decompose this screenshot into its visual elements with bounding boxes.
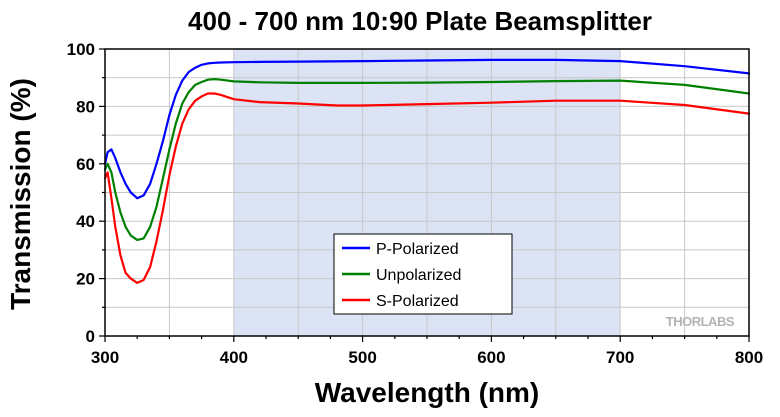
x-tick-label: 700 (606, 348, 634, 367)
y-tick-label: 80 (76, 97, 95, 116)
y-tick-label: 0 (86, 327, 95, 346)
legend-label-p-polarized: P-Polarized (376, 241, 459, 258)
tick-labels: 300 400 500 600 700 800 0 20 40 60 80 100 (67, 40, 764, 367)
axis-ticks (99, 48, 750, 342)
legend: P-Polarized Unpolarized S-Polarized (333, 233, 513, 315)
series-line-unpolarized (103, 77, 751, 241)
x-axis-label: Wavelength (nm) (315, 377, 540, 408)
chart-title: 400 - 700 nm 10:90 Plate Beamsplitter (188, 6, 652, 36)
x-tick-label: 800 (735, 348, 763, 367)
x-tick-label: 500 (348, 348, 376, 367)
x-tick-label: 400 (220, 348, 248, 367)
thorlabs-watermark: THORLABS (666, 314, 735, 329)
y-tick-label: 20 (76, 270, 95, 289)
y-axis-label: Transmission (%) (5, 78, 36, 310)
x-tick-label: 600 (477, 348, 505, 367)
legend-label-s-polarized: S-Polarized (376, 293, 459, 310)
series-line-p-polarized (103, 58, 751, 200)
y-tick-label: 60 (76, 155, 95, 174)
series-layer (103, 58, 751, 284)
x-tick-label: 300 (91, 348, 119, 367)
series-line-s-polarized (103, 92, 751, 284)
y-tick-label: 40 (76, 212, 95, 231)
y-tick-label: 100 (67, 40, 95, 59)
legend-label-unpolarized: Unpolarized (376, 267, 461, 284)
